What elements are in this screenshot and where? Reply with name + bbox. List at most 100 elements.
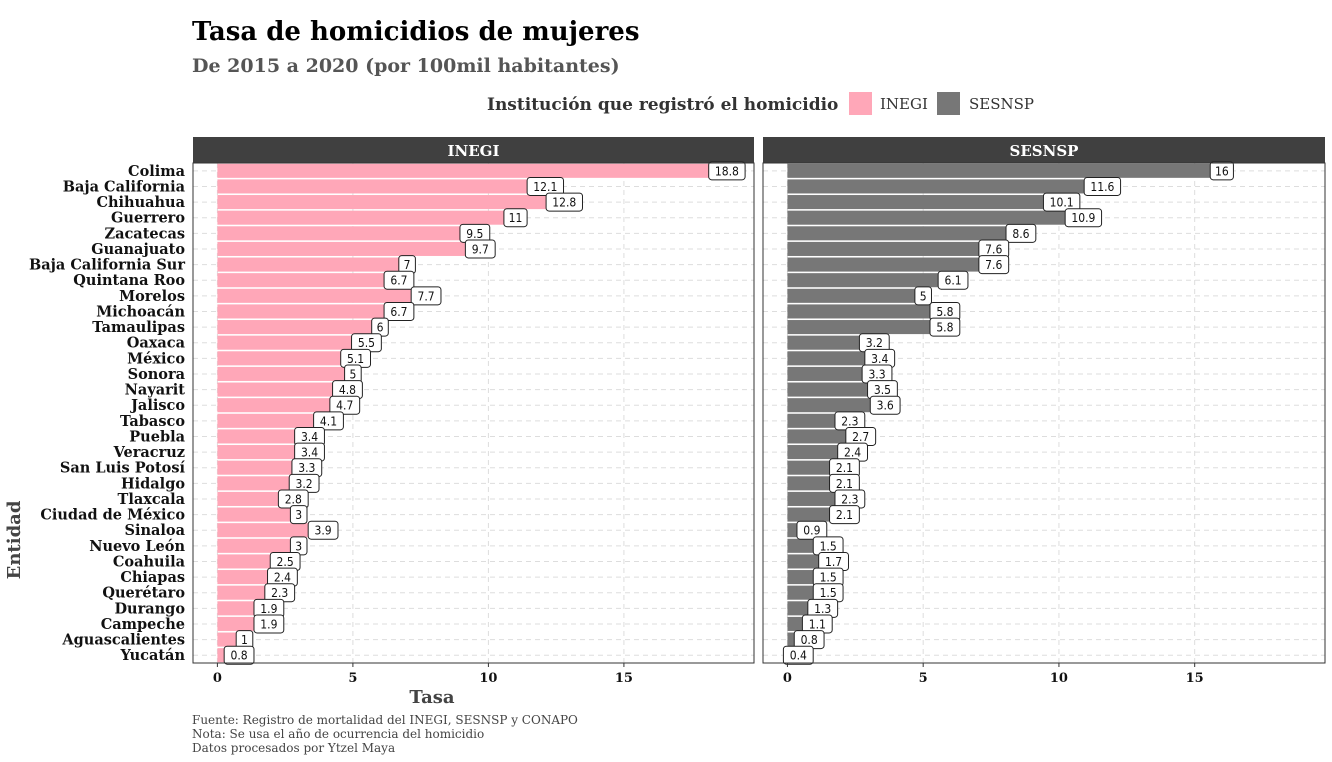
bar-sesnsp-colima xyxy=(787,163,1222,178)
value-label-box-inegi-chihuahua xyxy=(545,192,583,212)
category-label-sinaloa: Sinaloa xyxy=(125,522,186,539)
value-label-box-sesnsp-sinaloa xyxy=(796,520,828,540)
bar-inegi-baja-california xyxy=(217,179,546,194)
x-axis-title: Tasa xyxy=(409,687,454,708)
panel-sesnsp: SESNSP 16 11.6 10.110.9 8.6 7.6 7.6 6.1 5 5.8 5.8 3… xyxy=(762,137,1326,686)
category-label-quintana-roo: Quintana Roo xyxy=(73,272,185,289)
value-label-inegi-yucatan: 0.8 xyxy=(230,649,247,663)
bar-sesnsp-jalisco xyxy=(787,398,886,413)
category-label-tlaxcala: Tlaxcala xyxy=(118,491,186,508)
y-axis-title: Entidad xyxy=(4,500,25,579)
value-label-inegi-sonora: 5 xyxy=(349,367,356,381)
bar-inegi-san-luis-potosi xyxy=(217,460,307,475)
bar-sesnsp-zacatecas xyxy=(787,226,1021,241)
panel-border-sesnsp xyxy=(762,162,1326,664)
legend: Institución que registró el homicidio IN… xyxy=(487,92,1034,115)
value-label-box-inegi-michoacan xyxy=(383,301,415,321)
value-label-box-sesnsp-baja-california-sur xyxy=(978,255,1010,275)
category-label-hidalgo: Hidalgo xyxy=(121,475,185,492)
value-label-inegi-guerrero: 11 xyxy=(509,211,523,225)
value-label-inegi-quintana-roo: 6.7 xyxy=(390,274,407,288)
value-label-inegi-coahuila: 2.5 xyxy=(277,555,294,569)
value-label-box-sesnsp-chihuahua xyxy=(1042,192,1081,212)
category-label-guanajuato: Guanajuato xyxy=(91,241,185,258)
value-label-inegi-colima: 18.8 xyxy=(715,164,739,178)
value-label-inegi-veracruz: 3.4 xyxy=(301,446,318,460)
value-label-inegi-chihuahua: 12.8 xyxy=(552,196,576,210)
x-tick-label: 5 xyxy=(348,671,357,686)
bar-sesnsp-baja-california xyxy=(787,179,1103,194)
value-label-sesnsp-guanajuato: 7.6 xyxy=(985,242,1002,256)
value-label-inegi-jalisco: 4.7 xyxy=(336,399,353,413)
x-tick-label: 5 xyxy=(919,671,928,686)
bar-sesnsp-sonora xyxy=(787,366,878,381)
value-label-inegi-nuevo-leon: 3 xyxy=(295,539,302,553)
bar-inegi-baja-california-sur xyxy=(217,257,408,272)
value-label-box-sesnsp-guerrero xyxy=(1064,208,1103,228)
value-label-box-inegi-morelos xyxy=(410,286,442,306)
bar-sesnsp-baja-california-sur xyxy=(787,257,994,272)
strip-sesnsp xyxy=(763,137,1325,163)
chart-title: Tasa de homicidios de mujeres xyxy=(192,17,639,47)
value-label-sesnsp-durango: 1.3 xyxy=(814,602,831,616)
x-tick-label: 10 xyxy=(1050,671,1068,686)
category-label-san-luis-potosi: San Luis Potosí xyxy=(60,460,186,477)
category-label-tamaulipas: Tamaulipas xyxy=(92,319,185,336)
legend-swatch-inegi xyxy=(849,92,872,115)
value-label-sesnsp-baja-california-sur: 7.6 xyxy=(985,258,1002,272)
value-label-inegi-michoacan: 6.7 xyxy=(390,305,407,319)
bar-sesnsp-veracruz xyxy=(787,445,853,460)
value-labels-sesnsp: 1611.610.110.98.67.67.66.155.85.83.23.43… xyxy=(782,161,1234,665)
x-tick-label: 15 xyxy=(1186,671,1204,686)
category-label-durango: Durango xyxy=(114,600,185,617)
value-label-inegi-san-luis-potosi: 3.3 xyxy=(298,461,315,475)
category-label-veracruz: Veracruz xyxy=(113,444,185,461)
value-label-box-inegi-guanajuato xyxy=(464,239,496,259)
bar-sesnsp-puebla xyxy=(787,429,861,444)
category-label-michoacan: Michoacán xyxy=(96,303,185,320)
bar-inegi-chihuahua xyxy=(217,195,565,210)
value-label-inegi-sinaloa: 3.9 xyxy=(315,524,332,538)
category-label-chiapas: Chiapas xyxy=(120,569,185,586)
value-label-box-sesnsp-quintana-roo xyxy=(937,270,969,290)
value-label-sesnsp-coahuila: 1.7 xyxy=(825,555,842,569)
panel-inegi: INEGI18.812.112.8119.59.776.77.76.765.55… xyxy=(192,137,755,686)
x-tick-label: 10 xyxy=(479,671,497,686)
value-label-sesnsp-nayarit: 3.5 xyxy=(874,383,891,397)
bar-inegi-queretaro xyxy=(217,585,280,600)
category-label-jalisco: Jalisco xyxy=(129,397,185,414)
value-label-sesnsp-morelos: 5 xyxy=(920,289,927,303)
bar-inegi-nayarit xyxy=(217,382,348,397)
bar-sesnsp-quintana-roo xyxy=(787,273,954,288)
value-label-sesnsp-aguascalientes: 0.8 xyxy=(801,633,818,647)
category-label-campeche: Campeche xyxy=(101,616,185,633)
category-label-zacatecas: Zacatecas xyxy=(104,225,185,242)
value-label-box-inegi-sinaloa xyxy=(307,520,339,540)
value-label-inegi-durango: 1.9 xyxy=(260,602,277,616)
value-label-box-sesnsp-colima xyxy=(1209,161,1234,181)
bar-inegi-michoacan xyxy=(217,304,399,319)
caption-source: Fuente: Registro de mortalidad del INEGI… xyxy=(192,713,578,727)
bar-sesnsp-michoacan xyxy=(787,304,945,319)
category-label-sonora: Sonora xyxy=(128,366,186,383)
value-label-sesnsp-jalisco: 3.6 xyxy=(877,399,894,413)
bar-sesnsp-mexico xyxy=(787,351,880,366)
value-label-inegi-morelos: 7.7 xyxy=(417,289,434,303)
category-label-mexico: México xyxy=(127,350,185,367)
value-label-inegi-guanajuato: 9.7 xyxy=(472,242,489,256)
bar-inegi-guerrero xyxy=(217,210,516,225)
value-label-inegi-queretaro: 2.3 xyxy=(271,586,288,600)
bar-inegi-quintana-roo xyxy=(217,273,399,288)
value-label-box-sesnsp-jalisco xyxy=(869,395,901,415)
value-label-sesnsp-puebla: 2.7 xyxy=(852,430,869,444)
category-label-morelos: Morelos xyxy=(119,288,185,305)
value-label-box-sesnsp-zacatecas xyxy=(1005,223,1037,243)
value-label-sesnsp-chihuahua: 10.1 xyxy=(1050,196,1074,210)
value-label-inegi-campeche: 1.9 xyxy=(260,617,277,631)
category-label-colima: Colima xyxy=(128,163,186,180)
facet-panels: INEGI18.812.112.8119.59.776.77.76.765.55… xyxy=(192,137,1326,686)
category-label-nayarit: Nayarit xyxy=(125,382,186,399)
category-label-baja-california-sur: Baja California Sur xyxy=(29,257,185,274)
value-label-box-inegi-baja-california xyxy=(526,176,565,196)
value-label-sesnsp-chiapas: 1.5 xyxy=(820,571,837,585)
